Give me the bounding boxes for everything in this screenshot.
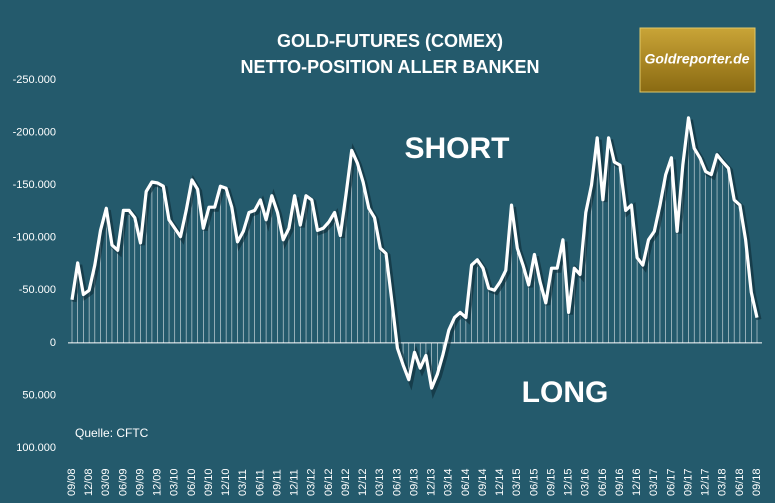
x-tick-label: 03/13 [374, 468, 386, 496]
x-tick-label: 06/17 [665, 468, 677, 496]
x-tick-label: 03/15 [511, 468, 523, 496]
x-tick-label: 12/11 [289, 469, 301, 496]
y-tick-label: 100.000 [16, 442, 56, 454]
x-tick-label: 12/17 [700, 468, 712, 496]
chart-title: NETTO-POSITION ALLER BANKEN [240, 57, 539, 77]
x-tick-label: 03/12 [306, 468, 318, 496]
x-tick-label: 03/11 [237, 469, 249, 496]
x-tick-label: 06/15 [528, 468, 540, 496]
x-tick-label: 12/15 [563, 468, 575, 496]
y-tick-label: 50.000 [22, 389, 56, 401]
x-tick-label: 12/13 [426, 468, 438, 496]
x-tick-label: 09/17 [682, 468, 694, 496]
x-tick-label: 03/18 [717, 468, 729, 496]
chart-title: GOLD-FUTURES (COMEX) [277, 31, 503, 51]
x-tick-label: 09/18 [751, 468, 763, 496]
x-tick-label: 12/12 [357, 468, 369, 496]
annotation: SHORT [405, 132, 510, 165]
x-tick-label: 06/11 [254, 469, 266, 496]
x-tick-label: 03/10 [169, 468, 181, 496]
y-tick-label: -50.000 [19, 284, 56, 296]
annotation: LONG [522, 376, 609, 409]
x-tick-label: 12/08 [83, 468, 95, 496]
y-tick-label: -200.000 [13, 126, 56, 138]
y-tick-label: -150.000 [13, 179, 56, 191]
x-tick-label: 12/14 [494, 468, 506, 496]
x-tick-label: 12/09 [152, 468, 164, 496]
x-tick-label: 06/18 [734, 468, 746, 496]
x-tick-label: 06/14 [460, 468, 472, 496]
x-tick-label: 03/14 [443, 468, 455, 496]
x-tick-label: 06/09 [117, 468, 129, 496]
x-tick-label: 09/13 [408, 468, 420, 496]
x-tick-label: 03/09 [100, 468, 112, 496]
x-tick-label: 09/12 [340, 468, 352, 496]
x-tick-label: 12/10 [220, 468, 232, 496]
x-tick-label: 06/13 [391, 468, 403, 496]
line [70, 116, 759, 390]
y-tick-label: -100.000 [13, 232, 56, 244]
x-tick-label: 06/16 [597, 468, 609, 496]
x-tick-label: 03/16 [580, 468, 592, 496]
y-tick-label: -250.000 [13, 74, 56, 86]
x-tick-label: 09/11 [271, 469, 283, 496]
x-tick-label: 06/12 [323, 468, 335, 496]
x-tick-label: 09/10 [203, 468, 215, 496]
y-tick-label: 0 [50, 337, 56, 349]
x-tick-label: 09/14 [477, 468, 489, 496]
logo-box [639, 27, 756, 93]
logo: Goldreporter.de [644, 51, 749, 67]
source: Quelle: CFTC [75, 426, 149, 440]
x-tick-label: 09/15 [545, 468, 557, 496]
x-tick-label: 03/17 [648, 468, 660, 496]
x-tick-label: 12/16 [631, 468, 643, 496]
x-tick-label: 09/09 [134, 468, 146, 496]
x-tick-label: 09/16 [614, 468, 626, 496]
x-tick-label: 06/10 [186, 468, 198, 496]
x-tick-label: 09/08 [66, 468, 78, 496]
